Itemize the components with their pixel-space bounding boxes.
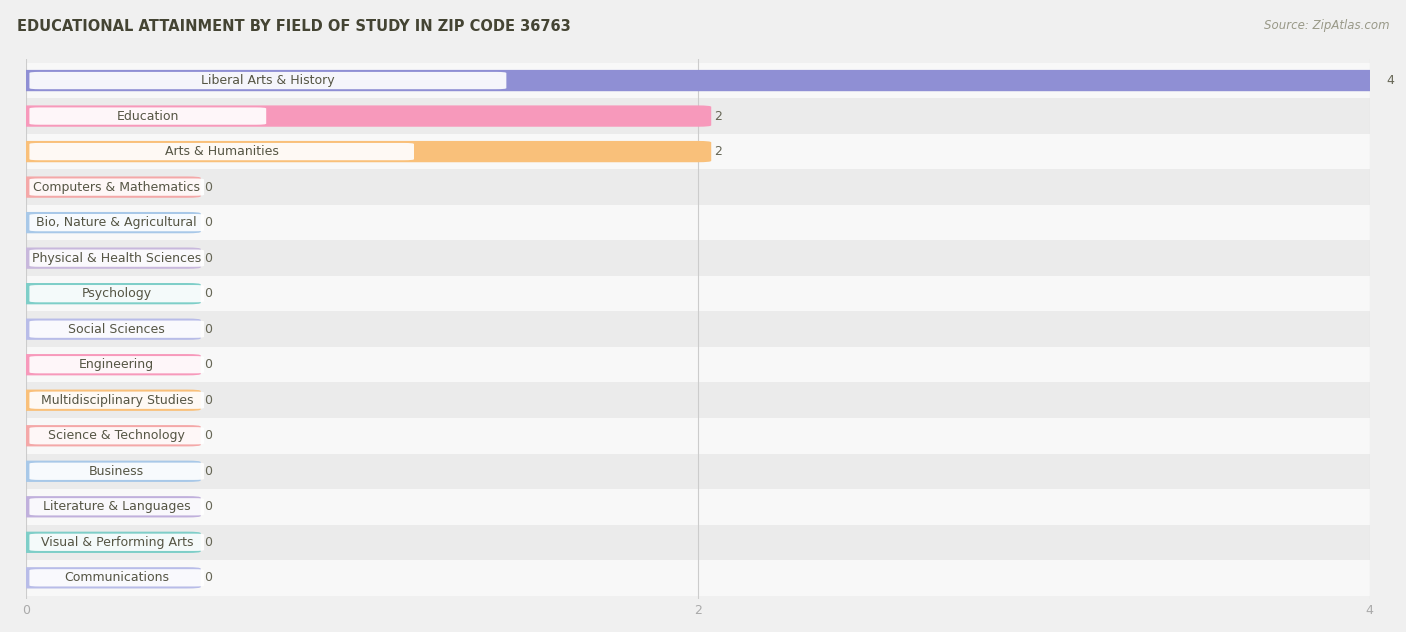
FancyBboxPatch shape: [13, 425, 201, 446]
Text: Source: ZipAtlas.com: Source: ZipAtlas.com: [1264, 19, 1389, 32]
FancyBboxPatch shape: [30, 250, 204, 267]
FancyBboxPatch shape: [13, 106, 711, 127]
Bar: [27, 347, 1369, 382]
FancyBboxPatch shape: [13, 567, 201, 588]
Text: Multidisciplinary Studies: Multidisciplinary Studies: [41, 394, 193, 407]
Bar: [27, 418, 1369, 454]
Text: 0: 0: [204, 394, 212, 407]
FancyBboxPatch shape: [13, 389, 201, 411]
Text: 0: 0: [204, 323, 212, 336]
FancyBboxPatch shape: [30, 320, 204, 338]
FancyBboxPatch shape: [30, 107, 266, 125]
FancyBboxPatch shape: [13, 70, 1384, 91]
Bar: [27, 525, 1369, 560]
Text: 2: 2: [714, 145, 723, 158]
FancyBboxPatch shape: [30, 498, 204, 516]
FancyBboxPatch shape: [30, 356, 204, 374]
FancyBboxPatch shape: [30, 569, 204, 586]
Bar: [27, 240, 1369, 276]
Bar: [27, 169, 1369, 205]
Bar: [27, 63, 1369, 99]
Text: 0: 0: [204, 429, 212, 442]
FancyBboxPatch shape: [13, 141, 711, 162]
Text: 0: 0: [204, 465, 212, 478]
FancyBboxPatch shape: [30, 392, 204, 409]
Text: 4: 4: [1386, 74, 1395, 87]
Bar: [27, 134, 1369, 169]
FancyBboxPatch shape: [13, 461, 201, 482]
Bar: [27, 205, 1369, 240]
Text: 0: 0: [204, 287, 212, 300]
Text: Communications: Communications: [65, 571, 169, 585]
Text: Literature & Languages: Literature & Languages: [44, 501, 191, 513]
FancyBboxPatch shape: [30, 214, 204, 231]
FancyBboxPatch shape: [30, 533, 204, 551]
FancyBboxPatch shape: [13, 176, 201, 198]
Text: 0: 0: [204, 252, 212, 265]
Bar: [27, 454, 1369, 489]
FancyBboxPatch shape: [30, 285, 204, 302]
Bar: [27, 99, 1369, 134]
Text: 0: 0: [204, 536, 212, 549]
FancyBboxPatch shape: [13, 283, 201, 305]
Text: Liberal Arts & History: Liberal Arts & History: [201, 74, 335, 87]
Text: Business: Business: [89, 465, 145, 478]
Text: 0: 0: [204, 571, 212, 585]
Text: Arts & Humanities: Arts & Humanities: [165, 145, 278, 158]
FancyBboxPatch shape: [30, 463, 204, 480]
FancyBboxPatch shape: [30, 427, 204, 444]
Text: Social Sciences: Social Sciences: [69, 323, 165, 336]
Text: EDUCATIONAL ATTAINMENT BY FIELD OF STUDY IN ZIP CODE 36763: EDUCATIONAL ATTAINMENT BY FIELD OF STUDY…: [17, 19, 571, 34]
Text: 2: 2: [714, 109, 723, 123]
FancyBboxPatch shape: [13, 248, 201, 269]
Text: Bio, Nature & Agricultural: Bio, Nature & Agricultural: [37, 216, 197, 229]
FancyBboxPatch shape: [30, 178, 204, 196]
Text: Computers & Mathematics: Computers & Mathematics: [34, 181, 200, 193]
Bar: [27, 489, 1369, 525]
Text: 0: 0: [204, 501, 212, 513]
Bar: [27, 560, 1369, 595]
Bar: [27, 382, 1369, 418]
Bar: [27, 276, 1369, 312]
Text: Science & Technology: Science & Technology: [48, 429, 186, 442]
Text: 0: 0: [204, 216, 212, 229]
FancyBboxPatch shape: [13, 319, 201, 340]
FancyBboxPatch shape: [30, 72, 506, 89]
FancyBboxPatch shape: [13, 212, 201, 233]
Text: Education: Education: [117, 109, 179, 123]
Text: Physical & Health Sciences: Physical & Health Sciences: [32, 252, 201, 265]
Text: 0: 0: [204, 181, 212, 193]
Text: Psychology: Psychology: [82, 287, 152, 300]
FancyBboxPatch shape: [30, 143, 413, 161]
FancyBboxPatch shape: [13, 496, 201, 518]
FancyBboxPatch shape: [13, 354, 201, 375]
Text: Visual & Performing Arts: Visual & Performing Arts: [41, 536, 193, 549]
Bar: [27, 312, 1369, 347]
FancyBboxPatch shape: [13, 532, 201, 553]
Text: Engineering: Engineering: [79, 358, 155, 371]
Text: 0: 0: [204, 358, 212, 371]
